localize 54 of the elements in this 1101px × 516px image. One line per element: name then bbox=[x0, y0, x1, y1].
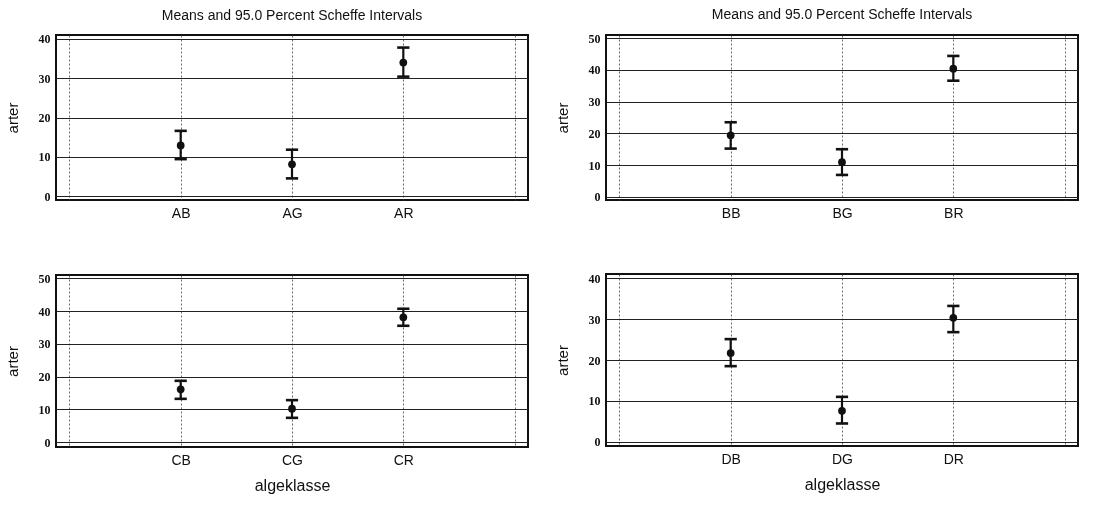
point bbox=[838, 406, 846, 415]
point bbox=[949, 64, 958, 73]
y-tick-label: 0 bbox=[44, 435, 51, 450]
chart-title: Means and 95.0 Percent Scheffe Intervals bbox=[711, 6, 973, 23]
y-tick-label: 30 bbox=[588, 95, 601, 110]
x-tick-label: AB bbox=[171, 204, 191, 221]
x-tick-label: BR bbox=[944, 204, 964, 221]
y-tick-label: 20 bbox=[38, 370, 51, 385]
x-tick-label: DB bbox=[721, 450, 741, 467]
x-tick-label: DG bbox=[832, 450, 853, 467]
x-axis-title: algeklasse bbox=[804, 475, 881, 493]
y-tick-label: 40 bbox=[38, 304, 51, 319]
y-tick-label: 50 bbox=[588, 31, 601, 46]
y-tick-label: 50 bbox=[38, 271, 51, 286]
x-tick-label: AR bbox=[394, 204, 414, 221]
y-tick-label: 40 bbox=[38, 32, 51, 47]
y-tick-label: 40 bbox=[588, 63, 601, 78]
y-tick-label: 0 bbox=[594, 435, 601, 450]
point bbox=[399, 313, 408, 322]
x-tick-label: DR bbox=[943, 450, 964, 467]
y-axis-title: arter bbox=[553, 102, 571, 134]
x-tick-label: AG bbox=[282, 204, 303, 221]
point bbox=[176, 141, 185, 150]
point bbox=[399, 58, 408, 67]
y-tick-label: 20 bbox=[38, 111, 51, 125]
y-axis-title: arter bbox=[553, 345, 571, 376]
x-tick-label: CB bbox=[171, 451, 191, 468]
y-axis-title: arter bbox=[3, 102, 21, 134]
point bbox=[288, 404, 296, 413]
y-tick-label: 10 bbox=[588, 394, 601, 409]
x-tick-label: CR bbox=[393, 451, 414, 468]
y-tick-label: 0 bbox=[44, 189, 51, 204]
chart-title: Means and 95.0 Percent Scheffe Intervals bbox=[161, 6, 423, 23]
point bbox=[726, 349, 735, 357]
point bbox=[838, 158, 846, 167]
x-axis-title: algeklasse bbox=[254, 476, 331, 494]
y-tick-label: 10 bbox=[38, 402, 51, 417]
point bbox=[949, 313, 958, 322]
y-tick-label: 0 bbox=[594, 190, 601, 205]
y-tick-label: 30 bbox=[38, 71, 51, 86]
x-tick-label: BB bbox=[721, 204, 741, 221]
y-tick-label: 40 bbox=[588, 271, 601, 286]
x-tick-label: BG bbox=[832, 204, 853, 221]
point bbox=[726, 131, 735, 140]
x-tick-label: CG bbox=[282, 451, 303, 468]
point bbox=[176, 385, 185, 394]
y-tick-label: 30 bbox=[588, 312, 601, 327]
y-tick-label: 30 bbox=[38, 337, 51, 352]
y-axis-title: arter bbox=[3, 346, 21, 377]
y-tick-label: 20 bbox=[588, 126, 601, 141]
y-tick-label: 10 bbox=[588, 158, 601, 173]
y-tick-label: 10 bbox=[38, 150, 51, 165]
point bbox=[288, 160, 296, 169]
y-tick-label: 20 bbox=[588, 353, 601, 368]
